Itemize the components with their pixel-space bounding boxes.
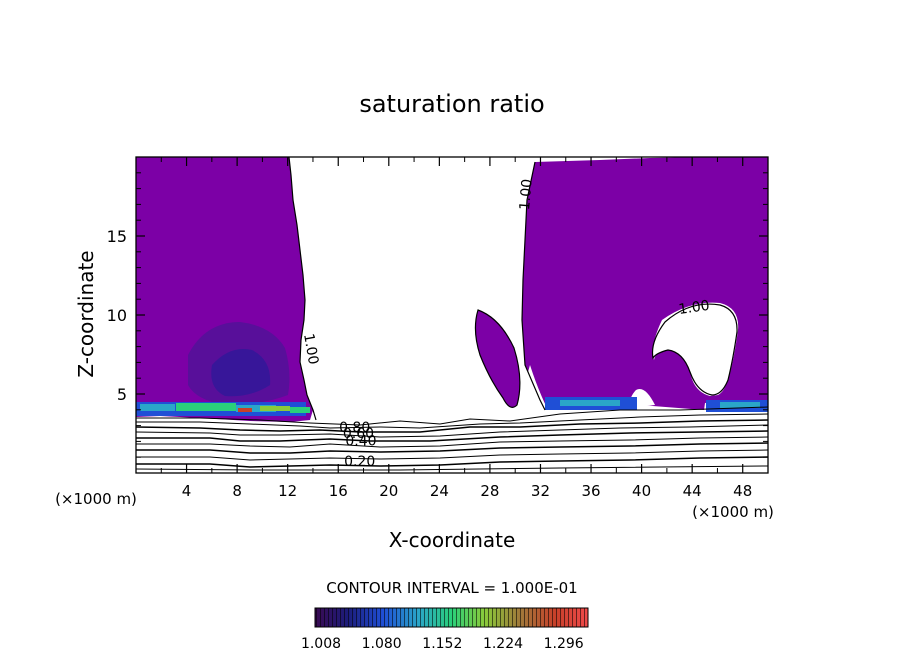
plot-area: 1.00 1.00 1.00 0.800.600.40 0.20 — [136, 157, 768, 473]
x-tick-label: 4 — [182, 482, 192, 500]
x-tick-label: 32 — [531, 482, 550, 500]
y-tick-label: 5 — [117, 385, 127, 404]
colorbar-ticks: 1.008 1.080 1.152 1.224 1.296 — [301, 636, 584, 652]
x-tick-label: 40 — [632, 482, 651, 500]
supersaturated-region-right — [522, 157, 768, 410]
x-tick-label: 36 — [581, 482, 600, 500]
contour-label: 1.00 — [300, 332, 321, 365]
x-tick-label: 12 — [278, 482, 297, 500]
x-tick-label: 8 — [232, 482, 242, 500]
x-axis-label: X-coordinate — [389, 528, 516, 552]
x-axis: 4 8 12 16 20 24 28 32 36 40 44 48 — [160, 157, 752, 500]
contour-label: 0.40 — [345, 433, 376, 449]
contour-label: 0.20 — [344, 454, 375, 470]
contour-label: 1.00 — [678, 298, 711, 318]
x-tick-label: 16 — [329, 482, 348, 500]
y-tick-label: 15 — [107, 227, 127, 246]
y-axis: 5 10 15 — [107, 172, 768, 458]
x-tick-label: 48 — [733, 482, 752, 500]
x-tick-label: 44 — [683, 482, 702, 500]
x-unit-right: (×1000 m) — [692, 503, 774, 521]
colorbar-tick-label: 1.080 — [362, 636, 402, 652]
colorbar-tick-label: 1.224 — [483, 636, 523, 652]
contour-label: 0.80 — [339, 420, 370, 436]
colorbar-tick-label: 1.008 — [301, 636, 341, 652]
x-tick-label: 28 — [480, 482, 499, 500]
cloud-base-left — [136, 402, 310, 416]
colorbar — [314, 607, 589, 628]
colorbar-tick-label: 1.296 — [544, 636, 584, 652]
x-tick-label: 20 — [379, 482, 398, 500]
contour-interval-text: CONTOUR INTERVAL = 1.000E-01 — [326, 579, 577, 597]
supersaturated-region-mid — [475, 310, 520, 408]
chart-title: saturation ratio — [359, 90, 544, 118]
y-axis-label: Z-coordinate — [74, 250, 98, 377]
contour-label: 1.00 — [517, 178, 536, 210]
x-tick-label: 24 — [430, 482, 449, 500]
dense-core-left-inner — [211, 349, 271, 397]
contour-label: 0.60 — [343, 426, 374, 442]
y-tick-label: 10 — [107, 306, 127, 325]
contour-lines — [136, 406, 768, 471]
colorbar-tick-label: 1.152 — [422, 636, 462, 652]
x-unit-left: (×1000 m) — [55, 490, 137, 508]
cloud-base-right — [545, 397, 768, 412]
